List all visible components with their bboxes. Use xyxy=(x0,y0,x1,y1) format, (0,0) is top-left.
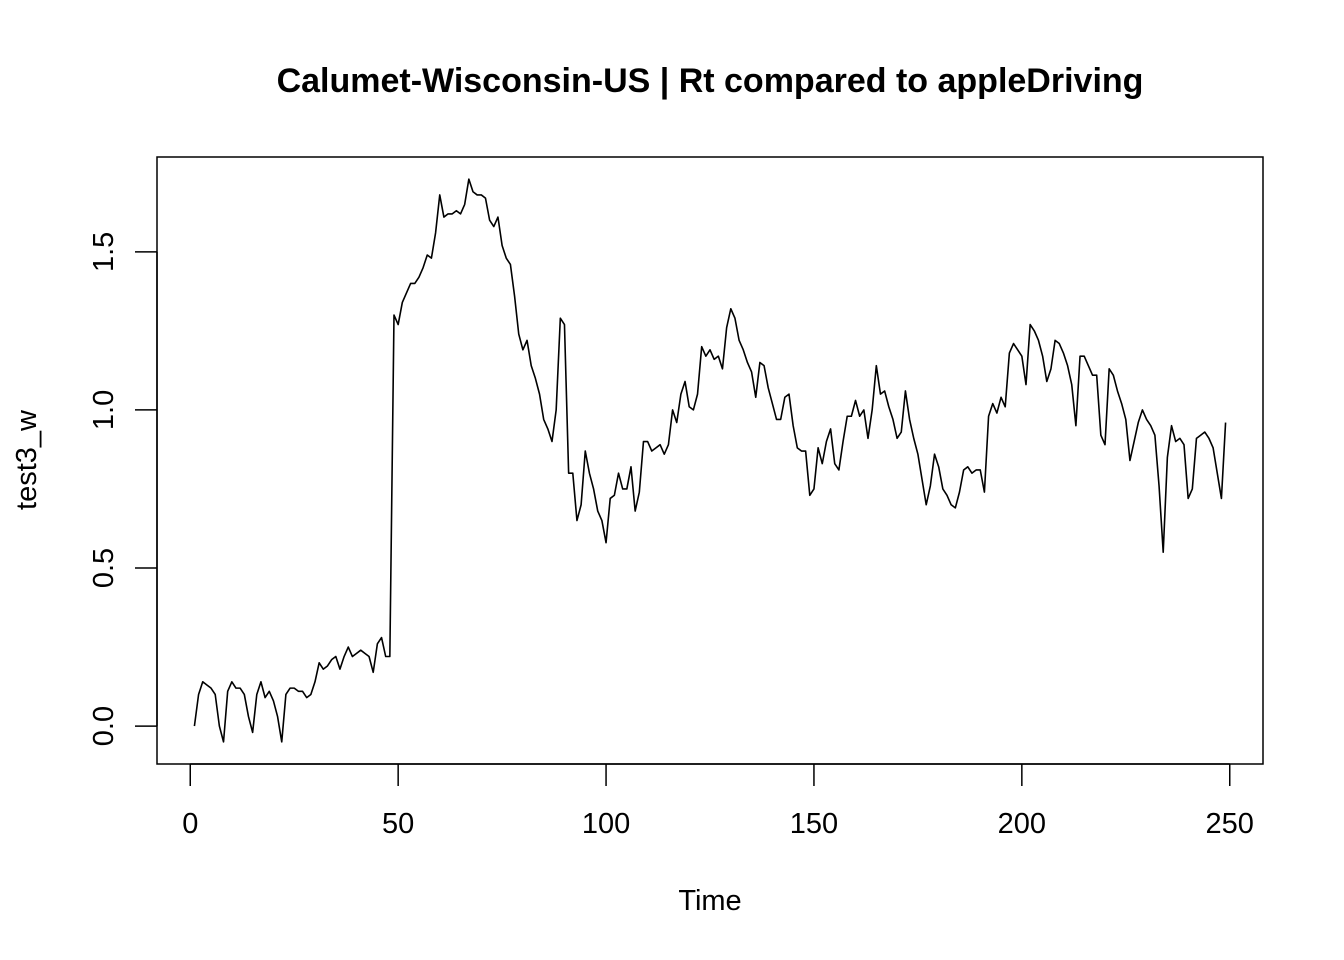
y-axis-label: test3_w xyxy=(11,409,43,510)
x-axis-label: Time xyxy=(678,885,741,917)
y-axis: 0.0 0.5 1.0 1.5 xyxy=(88,232,158,746)
series-line xyxy=(193,178,1227,743)
y-tick-label: 1.0 xyxy=(88,390,120,430)
y-tick-label: 0.5 xyxy=(88,548,120,588)
y-tick-label: 0.0 xyxy=(88,706,120,746)
plot-frame xyxy=(156,156,1264,765)
x-axis: 0 50 100 150 200 250 xyxy=(182,763,1254,840)
y-tick-label: 1.5 xyxy=(88,232,120,272)
x-tick-label: 50 xyxy=(382,808,414,840)
x-tick-label: 0 xyxy=(182,808,198,840)
x-tick-label: 150 xyxy=(790,808,838,840)
x-tick-label: 250 xyxy=(1206,808,1254,840)
x-tick-label: 200 xyxy=(998,808,1046,840)
chart-title: Calumet-Wisconsin-US | Rt compared to ap… xyxy=(277,62,1144,100)
x-tick-label: 100 xyxy=(582,808,630,840)
